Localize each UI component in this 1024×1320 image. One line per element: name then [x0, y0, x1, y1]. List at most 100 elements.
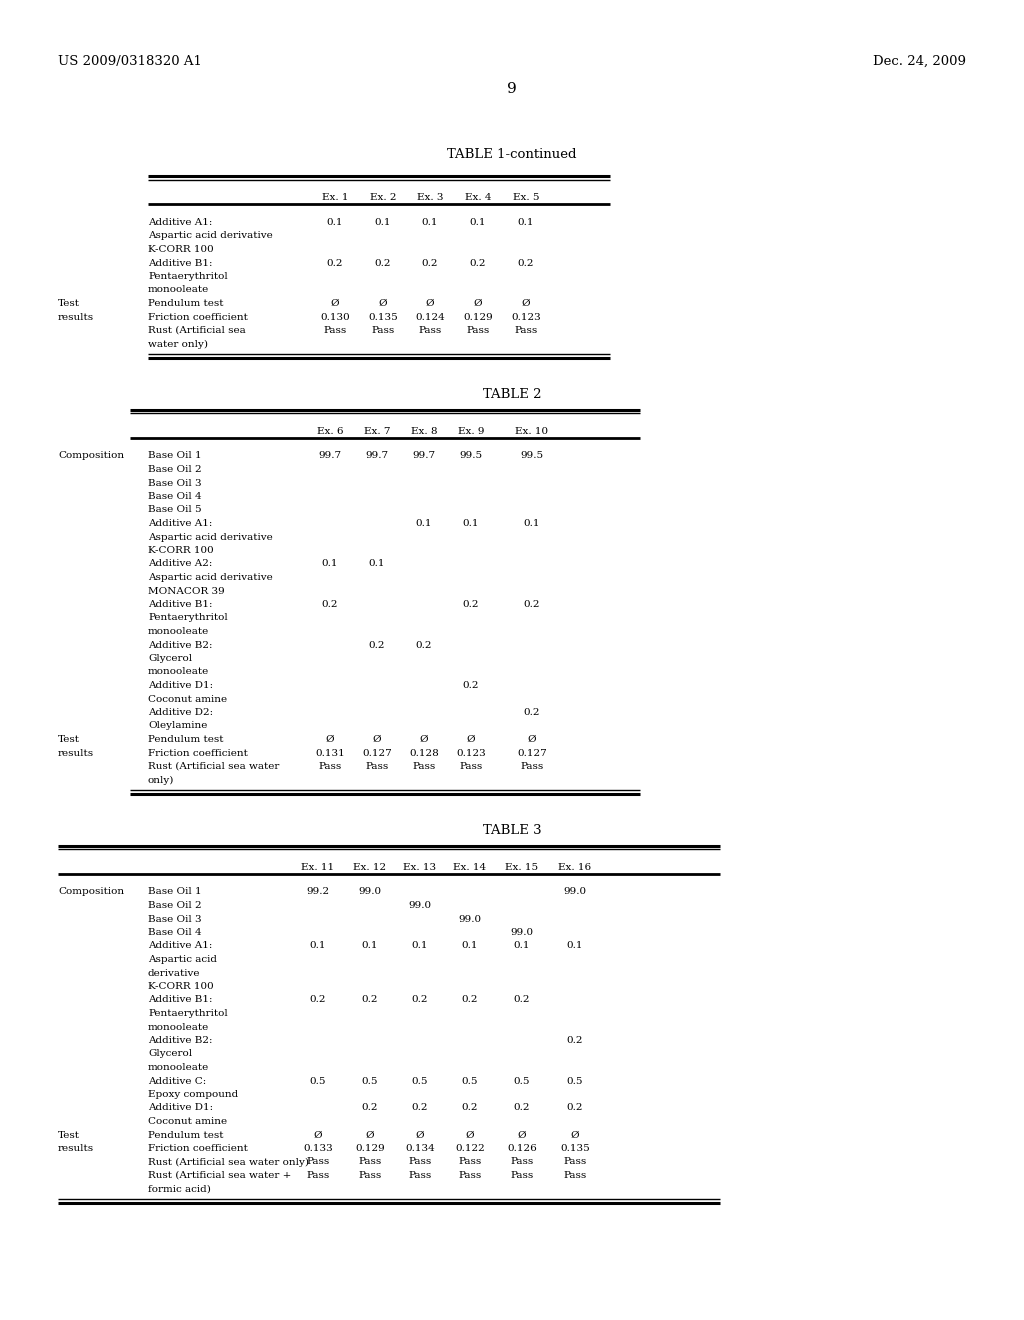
Text: 0.1: 0.1: [322, 560, 338, 569]
Text: monooleate: monooleate: [148, 1063, 209, 1072]
Text: 0.1: 0.1: [412, 941, 428, 950]
Text: Additive B2:: Additive B2:: [148, 640, 213, 649]
Text: 0.2: 0.2: [514, 1104, 530, 1113]
Text: Additive B1:: Additive B1:: [148, 259, 213, 268]
Text: Ex. 9: Ex. 9: [458, 426, 484, 436]
Text: Pentaerythritol: Pentaerythritol: [148, 272, 227, 281]
Text: 0.1: 0.1: [375, 218, 391, 227]
Text: Ø: Ø: [467, 735, 475, 744]
Text: 0.1: 0.1: [327, 218, 343, 227]
Text: MONACOR 39: MONACOR 39: [148, 586, 224, 595]
Text: Base Oil 2: Base Oil 2: [148, 902, 202, 909]
Text: Ø: Ø: [466, 1130, 474, 1139]
Text: monooleate: monooleate: [148, 1023, 209, 1031]
Text: 0.133: 0.133: [303, 1144, 333, 1152]
Text: Pass: Pass: [366, 762, 389, 771]
Text: 0.5: 0.5: [361, 1077, 378, 1085]
Text: Aspartic acid derivative: Aspartic acid derivative: [148, 532, 272, 541]
Text: K-CORR 100: K-CORR 100: [148, 982, 214, 991]
Text: Ø: Ø: [420, 735, 428, 744]
Text: 0.2: 0.2: [309, 995, 327, 1005]
Text: TABLE 1-continued: TABLE 1-continued: [447, 148, 577, 161]
Text: 0.2: 0.2: [566, 1036, 584, 1045]
Text: Friction coefficient: Friction coefficient: [148, 313, 248, 322]
Text: Pass: Pass: [563, 1171, 587, 1180]
Text: TABLE 3: TABLE 3: [482, 824, 542, 837]
Text: 0.2: 0.2: [422, 259, 438, 268]
Text: 0.2: 0.2: [412, 1104, 428, 1113]
Text: Friction coefficient: Friction coefficient: [148, 748, 248, 758]
Text: Pass: Pass: [459, 1158, 481, 1167]
Text: 9: 9: [507, 82, 517, 96]
Text: Pass: Pass: [514, 326, 538, 335]
Text: 0.123: 0.123: [456, 748, 485, 758]
Text: Additive D1:: Additive D1:: [148, 681, 213, 690]
Text: Pass: Pass: [459, 1171, 481, 1180]
Text: Ex. 1: Ex. 1: [322, 193, 348, 202]
Text: Pass: Pass: [413, 762, 435, 771]
Text: 0.1: 0.1: [361, 941, 378, 950]
Text: 0.2: 0.2: [412, 995, 428, 1005]
Text: derivative: derivative: [148, 969, 201, 978]
Text: 0.1: 0.1: [518, 218, 535, 227]
Text: 0.126: 0.126: [507, 1144, 537, 1152]
Text: Pass: Pass: [318, 762, 342, 771]
Text: Additive D1:: Additive D1:: [148, 1104, 213, 1113]
Text: 0.5: 0.5: [309, 1077, 327, 1085]
Text: Oleylamine: Oleylamine: [148, 722, 208, 730]
Text: TABLE 2: TABLE 2: [482, 388, 542, 400]
Text: Composition: Composition: [58, 451, 124, 461]
Text: Ø: Ø: [518, 1130, 526, 1139]
Text: Ex. 6: Ex. 6: [316, 426, 343, 436]
Text: 99.2: 99.2: [306, 887, 330, 896]
Text: Pass: Pass: [466, 326, 489, 335]
Text: 99.5: 99.5: [460, 451, 482, 461]
Text: Pass: Pass: [510, 1158, 534, 1167]
Text: 0.2: 0.2: [566, 1104, 584, 1113]
Text: Pass: Pass: [358, 1158, 382, 1167]
Text: Pendulum test: Pendulum test: [148, 735, 223, 744]
Text: Glycerol: Glycerol: [148, 653, 193, 663]
Text: Pendulum test: Pendulum test: [148, 1130, 223, 1139]
Text: Ex. 5: Ex. 5: [513, 193, 540, 202]
Text: Ø: Ø: [331, 300, 339, 308]
Text: 99.0: 99.0: [510, 928, 534, 937]
Text: Ex. 12: Ex. 12: [353, 862, 387, 871]
Text: 0.2: 0.2: [514, 995, 530, 1005]
Text: Ex. 11: Ex. 11: [301, 862, 335, 871]
Text: Ex. 8: Ex. 8: [411, 426, 437, 436]
Text: 99.0: 99.0: [563, 887, 587, 896]
Text: Ex. 10: Ex. 10: [515, 426, 549, 436]
Text: Additive C:: Additive C:: [148, 1077, 206, 1085]
Text: Base Oil 1: Base Oil 1: [148, 887, 202, 896]
Text: Ex. 15: Ex. 15: [506, 862, 539, 871]
Text: Pass: Pass: [510, 1171, 534, 1180]
Text: 0.2: 0.2: [518, 259, 535, 268]
Text: Composition: Composition: [58, 887, 124, 896]
Text: Pass: Pass: [520, 762, 544, 771]
Text: 0.1: 0.1: [470, 218, 486, 227]
Text: 0.1: 0.1: [523, 519, 541, 528]
Text: 0.2: 0.2: [463, 601, 479, 609]
Text: Aspartic acid derivative: Aspartic acid derivative: [148, 231, 272, 240]
Text: K-CORR 100: K-CORR 100: [148, 246, 214, 253]
Text: 99.0: 99.0: [409, 902, 431, 909]
Text: Ex. 14: Ex. 14: [454, 862, 486, 871]
Text: Ø: Ø: [373, 735, 381, 744]
Text: monooleate: monooleate: [148, 627, 209, 636]
Text: 0.2: 0.2: [327, 259, 343, 268]
Text: 0.134: 0.134: [406, 1144, 435, 1152]
Text: 99.7: 99.7: [413, 451, 435, 461]
Text: 0.1: 0.1: [309, 941, 327, 950]
Text: Pass: Pass: [409, 1158, 432, 1167]
Text: Ø: Ø: [366, 1130, 375, 1139]
Text: Friction coefficient: Friction coefficient: [148, 1144, 248, 1152]
Text: 0.2: 0.2: [361, 995, 378, 1005]
Text: Pass: Pass: [563, 1158, 587, 1167]
Text: Pass: Pass: [409, 1171, 432, 1180]
Text: Rust (Artificial sea: Rust (Artificial sea: [148, 326, 246, 335]
Text: 0.1: 0.1: [462, 941, 478, 950]
Text: Rust (Artificial sea water only): Rust (Artificial sea water only): [148, 1158, 309, 1167]
Text: Ø: Ø: [426, 300, 434, 308]
Text: 0.1: 0.1: [463, 519, 479, 528]
